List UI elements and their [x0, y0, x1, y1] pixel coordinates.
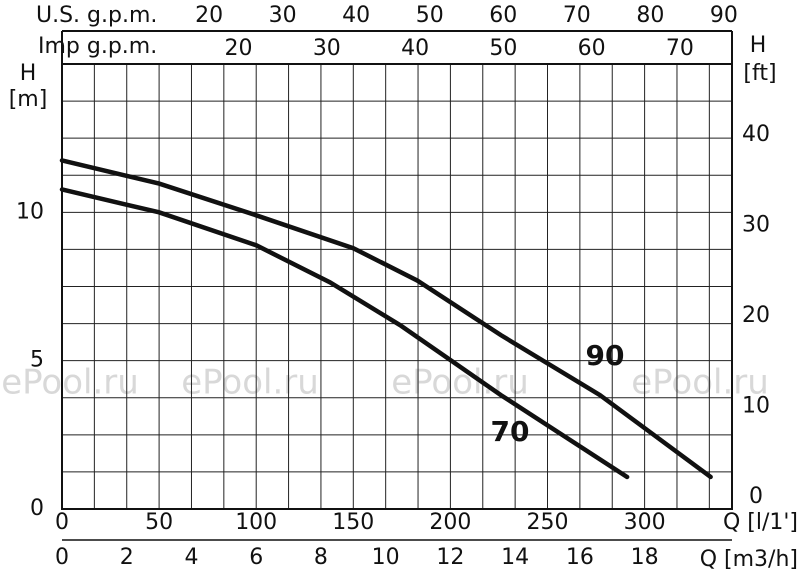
- usgpm-tick-label: 50: [416, 3, 444, 28]
- curve-label: 90: [586, 339, 625, 372]
- x-tick-label: 150: [332, 510, 374, 535]
- x-tick-label: 200: [429, 510, 471, 535]
- x2-tick-label: 16: [566, 545, 594, 570]
- y2-tick-label: 30: [742, 213, 770, 238]
- impgpm-tick-label: 50: [489, 36, 517, 61]
- x2-tick-label: 4: [184, 545, 198, 570]
- x2-tick-label: 6: [249, 545, 263, 570]
- plot-frame: [61, 63, 733, 510]
- x-tick-label: 100: [235, 510, 277, 535]
- x2-axis-label: Q [m3/h]: [700, 547, 798, 572]
- x-tick-label: 50: [145, 510, 173, 535]
- impgpm-tick-label: 40: [401, 36, 429, 61]
- usgpm-tick-label: 40: [342, 3, 370, 28]
- x-axis-label: Q [l/1']: [723, 510, 798, 535]
- usgpm-tick-label: 60: [489, 3, 517, 28]
- impgpm-tick-label: 30: [313, 36, 341, 61]
- x-tick-label: 0: [55, 510, 69, 535]
- usgpm-tick-label: 30: [269, 3, 297, 28]
- impgpm-tick-label: 70: [666, 36, 694, 61]
- x-tick-label: 300: [624, 510, 666, 535]
- x2-tick-label: 12: [436, 545, 464, 570]
- y-axis-label: [m]: [9, 87, 48, 112]
- watermark: ePool.ru: [1, 363, 139, 403]
- y-tick-label: 10: [16, 199, 44, 224]
- y2-axis-label: H: [750, 33, 767, 58]
- y2-tick-label: 20: [742, 303, 770, 328]
- top-axis-label: Imp g.p.m.: [38, 34, 157, 59]
- pump-curve: [59, 158, 713, 480]
- watermark: ePool.ru: [631, 363, 769, 403]
- y-tick-label: 5: [30, 348, 44, 373]
- y2-axis-label: [ft]: [743, 61, 776, 86]
- usgpm-tick-label: 90: [710, 3, 738, 28]
- x2-tick-label: 8: [314, 545, 328, 570]
- x2-tick-label: 10: [372, 545, 400, 570]
- y-tick-label: 0: [30, 496, 44, 521]
- usgpm-tick-label: 20: [195, 3, 223, 28]
- y2-tick-label: 0: [749, 484, 763, 509]
- y2-tick-label: 40: [742, 122, 770, 147]
- x2-tick-label: 2: [120, 545, 134, 570]
- usgpm-tick-label: 70: [563, 3, 591, 28]
- top-axis-label: U.S. g.p.m.: [36, 3, 157, 28]
- x-tick-label: 250: [527, 510, 569, 535]
- y-axis-label: H: [20, 61, 37, 86]
- impgpm-tick-label: 20: [225, 36, 253, 61]
- pump-curve: [59, 187, 630, 480]
- x2-tick-label: 0: [55, 545, 69, 570]
- watermark: ePool.ru: [181, 363, 319, 403]
- x2-tick-label: 18: [631, 545, 659, 570]
- impgpm-tick-label: 60: [578, 36, 606, 61]
- curve-label: 70: [491, 415, 530, 448]
- usgpm-tick-label: 80: [636, 3, 664, 28]
- y2-tick-label: 10: [742, 394, 770, 419]
- x2-tick-label: 14: [501, 545, 529, 570]
